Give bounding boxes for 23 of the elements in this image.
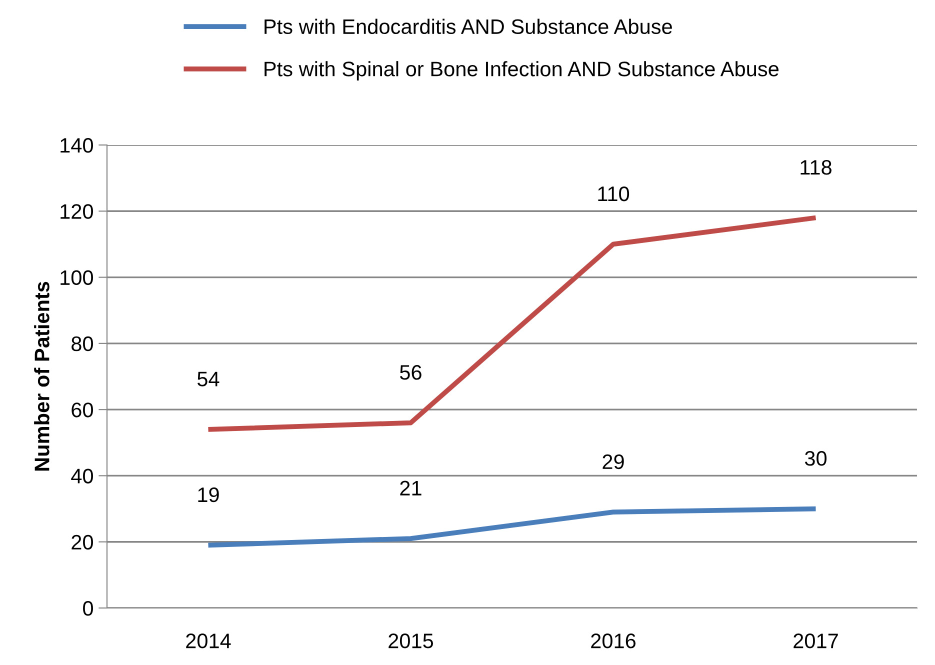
y-tick-label: 20: [72, 534, 93, 550]
data-label: 56: [400, 365, 422, 380]
y-tick-label: 0: [83, 601, 93, 616]
legend-label: Pts with Spinal or Bone Infection AND Substance Abuse: [264, 61, 779, 81]
x-tick-label: 2017: [794, 634, 838, 648]
legend-label: Pts with Endocarditis AND Substance Abuse: [264, 18, 672, 34]
data-label: 118: [800, 160, 832, 175]
data-label: 29: [602, 454, 624, 470]
x-tick-label: 2016: [591, 634, 636, 648]
x-tick-label: 2015: [388, 634, 434, 648]
y-tick-label: 80: [72, 336, 93, 352]
y-tick-label: 140: [60, 138, 93, 153]
y-tick-label: 100: [60, 270, 93, 286]
x-tick-label: 2014: [186, 634, 231, 648]
y-tick-label: 40: [71, 468, 93, 484]
data-label: 30: [804, 451, 827, 466]
y-axis-title: Number of Patients: [34, 282, 50, 471]
y-tick-label: 120: [60, 204, 93, 219]
data-label: 19: [198, 487, 219, 502]
data-label: 110: [598, 186, 630, 202]
data-label: 54: [198, 372, 220, 386]
y-tick-label: 60: [72, 402, 93, 418]
data-label: 21: [400, 480, 422, 496]
